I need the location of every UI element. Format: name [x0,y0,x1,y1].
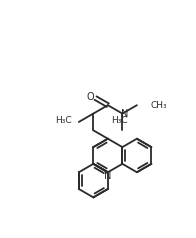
Text: O: O [87,92,94,102]
Text: N: N [121,109,128,119]
Text: N: N [104,171,112,181]
Text: H₃C: H₃C [111,116,128,125]
Text: CH₃: CH₃ [151,101,167,110]
Text: H₃C: H₃C [55,116,72,125]
